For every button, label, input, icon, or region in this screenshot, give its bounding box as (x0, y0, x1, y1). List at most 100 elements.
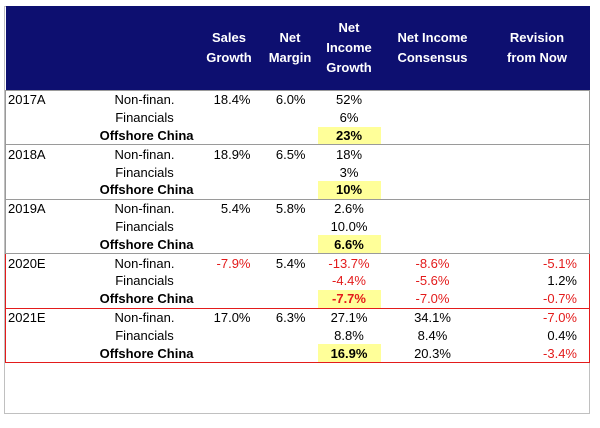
cell-consensus: -8.6% (380, 253, 485, 272)
cell-revision: 0.4% (484, 326, 590, 345)
cell-year (5, 217, 94, 236)
cell-net-income-growth: -7.7% (317, 289, 381, 309)
cell-revision (484, 163, 590, 181)
header-blank-year (5, 6, 94, 91)
table-row: 2020E Non-finan. -7.9% 5.4% -13.7% -8.6% -5.1% (5, 253, 590, 272)
cell-net-margin: 6.5% (262, 144, 318, 164)
header-sales-growth: Sales Growth (195, 6, 263, 91)
cell-segment: Offshore China (93, 289, 196, 309)
cell-net-margin (262, 235, 318, 255)
cell-year: 2019A (5, 198, 94, 218)
table-row: Offshore China 6.6% (5, 235, 590, 255)
header-row: Sales Growth Net Margin Net Income Growt… (5, 6, 590, 91)
earnings-table: Sales Growth Net Margin Net Income Growt… (5, 6, 590, 363)
header-ni-growth-line1: Net (338, 20, 360, 35)
table-row: 2021E Non-finan. 17.0% 6.3% 27.1% 34.1% -7.0% (5, 307, 590, 327)
cell-consensus (381, 127, 485, 145)
cell-revision: 1.2% (484, 271, 590, 290)
cell-year: 2020E (5, 253, 94, 272)
cell-consensus (381, 218, 485, 236)
cell-sales-growth (196, 326, 263, 344)
cell-consensus (381, 109, 485, 127)
cell-segment: Non-finan. (93, 307, 196, 327)
cell-net-income-growth: 8.8% (334, 327, 364, 343)
cell-year: 2017A (5, 89, 94, 109)
header-net-margin-line1: Net (279, 30, 301, 45)
cell-segment: Non-finan. (93, 144, 196, 164)
cell-net-income-growth: 3% (339, 164, 359, 180)
cell-year (5, 235, 94, 255)
cell-segment: Offshore China (99, 182, 194, 198)
cell-net-margin: 6.0% (262, 89, 318, 109)
table-row: Offshore China 16.9% 20.3% -3.4% (5, 344, 590, 363)
cell-consensus: -5.6% (415, 273, 450, 289)
cell-segment: Financials (115, 327, 174, 343)
cell-segment: Financials (115, 164, 174, 180)
cell-consensus: 20.3% (380, 344, 485, 363)
cell-revision (484, 126, 590, 145)
cell-net-income-growth: -13.7% (317, 253, 381, 272)
cell-segment: Financials (115, 273, 174, 289)
header-consensus-line1: Net Income (397, 30, 468, 45)
cell-sales-growth (195, 289, 263, 309)
cell-segment: Offshore China (93, 344, 196, 363)
cell-net-margin (263, 218, 318, 236)
cell-year (5, 344, 94, 363)
cell-consensus: 8.4% (417, 327, 448, 343)
table-row: Financials 10.0% (5, 217, 590, 236)
cell-sales-growth (195, 235, 263, 255)
cell-sales-growth (196, 272, 263, 290)
cell-revision (484, 108, 590, 127)
cell-net-margin: 5.8% (262, 198, 318, 218)
table-row: 2018A Non-finan. 18.9% 6.5% 18% (5, 144, 590, 164)
table-row: 2019A Non-finan. 5.4% 5.8% 2.6% (5, 198, 590, 218)
cell-sales-growth (195, 344, 263, 363)
cell-revision: -3.4% (484, 344, 590, 363)
cell-year (5, 271, 94, 290)
cell-revision (484, 144, 590, 164)
cell-net-margin (263, 163, 318, 181)
cell-revision (484, 235, 590, 255)
cell-net-income-growth: 10.0% (330, 218, 368, 234)
header-sales-growth-line2: Growth (206, 50, 252, 65)
cell-sales-growth (196, 127, 263, 145)
cell-net-margin (263, 272, 318, 290)
cell-year: 2018A (5, 144, 94, 164)
cell-revision (484, 217, 590, 236)
cell-year (5, 108, 94, 127)
cell-sales-growth: 17.0% (195, 307, 263, 327)
cell-year (5, 289, 94, 309)
cell-segment: Offshore China (93, 235, 196, 255)
cell-consensus (381, 163, 485, 181)
header-revision-line1: Revision (509, 30, 565, 45)
header-net-margin-line2: Margin (268, 50, 312, 65)
cell-net-income-growth: 18% (317, 144, 381, 164)
cell-year (5, 163, 94, 181)
cell-sales-growth (196, 181, 263, 199)
cell-segment: Non-finan. (93, 253, 196, 272)
cell-revision: -7.0% (484, 307, 590, 327)
cell-sales-growth (196, 163, 263, 181)
cell-net-margin: 5.4% (262, 253, 318, 272)
cell-year (5, 326, 94, 345)
table-row: 2017A Non-finan. 18.4% 6.0% 52% (5, 89, 590, 109)
cell-consensus (381, 181, 485, 199)
cell-sales-growth: 18.4% (195, 89, 263, 109)
cell-segment: Financials (115, 218, 174, 234)
cell-net-margin (262, 344, 318, 363)
cell-revision (484, 89, 590, 109)
table-row: Financials 8.8% 8.4% 0.4% (5, 326, 590, 345)
cell-year (5, 126, 94, 145)
cell-net-margin (263, 181, 318, 199)
cell-sales-growth (196, 218, 263, 236)
header-net-income-consensus: Net Income Consensus (380, 6, 485, 91)
earnings-table-container: Sales Growth Net Margin Net Income Growt… (5, 6, 590, 363)
cell-net-income-growth: 16.9% (317, 344, 381, 363)
cell-net-income-growth: 6% (339, 110, 359, 126)
cell-net-margin (262, 289, 318, 309)
header-net-income-growth: Net Income Growth (317, 6, 381, 91)
cell-net-income-growth: -4.4% (332, 273, 366, 289)
cell-consensus (380, 144, 485, 164)
cell-net-income-growth: 23% (317, 126, 381, 145)
table-row: Offshore China -7.7% -7.0% -0.7% (5, 289, 590, 309)
